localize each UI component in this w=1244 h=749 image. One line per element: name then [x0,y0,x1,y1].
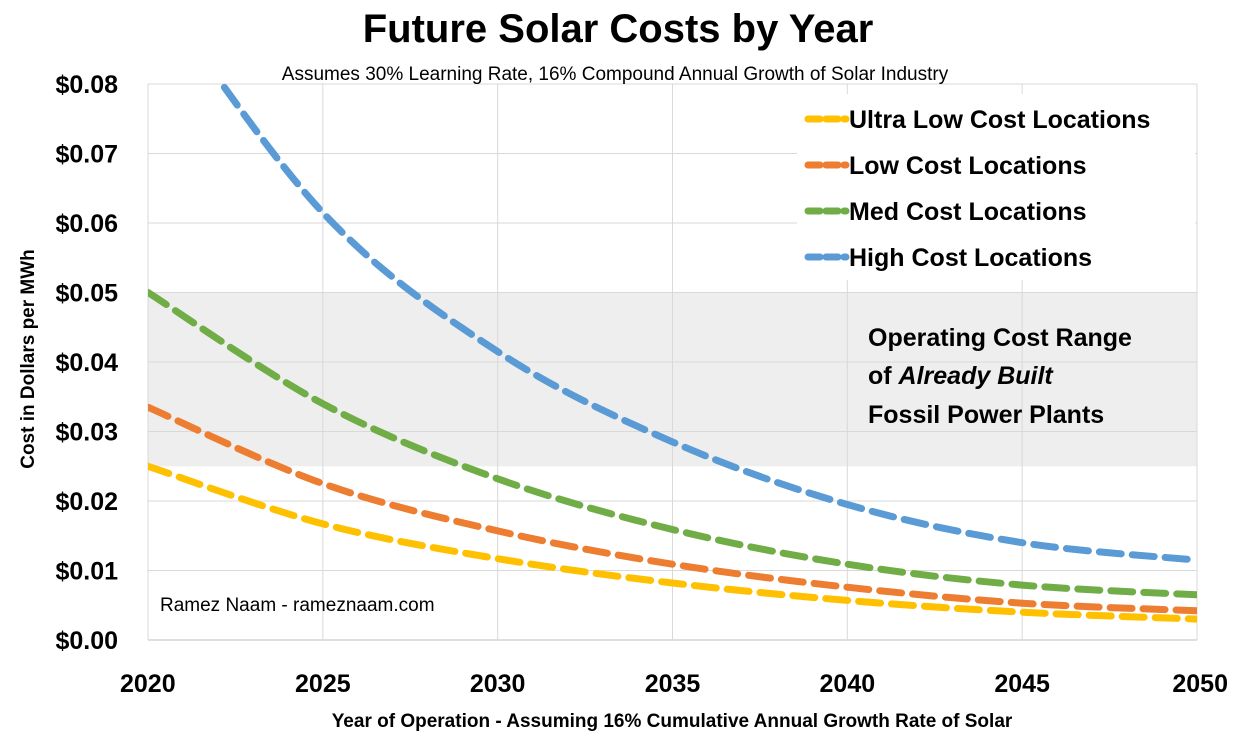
x-tick-label: 2020 [120,670,176,698]
x-tick-label: 2045 [994,670,1050,698]
y-tick-label: $0.06 [55,210,118,238]
y-tick-label: $0.02 [55,488,118,516]
y-tick-label: $0.00 [55,627,118,655]
series-line-2 [148,403,1197,615]
band-label-line-3: Fossil Power Plants [868,401,1104,429]
legend-label: Ultra Low Cost Locations [849,106,1150,134]
y-tick-label: $0.04 [55,349,118,377]
credit-annotation: Ramez Naam - rameznaam.com [160,595,435,616]
band-label-line-2-prefix: of [868,362,899,390]
y-tick-label: $0.03 [55,419,118,447]
x-tick-label: 2040 [820,670,876,698]
x-tick-label: 2025 [295,670,351,698]
series-line-4 [217,84,1197,564]
legend-label: Low Cost Locations [849,152,1087,180]
y-axis-label: Cost in Dollars per MWh [18,249,39,469]
x-tick-label: 2035 [645,670,701,698]
y-tick-label: $0.08 [55,71,118,99]
legend: Ultra Low Cost Locations Low Cost Locatio… [797,94,1195,280]
chart-title: Future Solar Costs by Year [363,7,874,51]
x-tick-label: 2050 [1172,670,1228,698]
series-line-1 [148,462,1197,623]
y-tick-label: $0.05 [55,280,118,308]
series-group [148,84,1197,623]
band-label: Operating Cost Range of Already Built Fo… [868,324,1132,429]
chart-subtitle: Assumes 30% Learning Rate, 16% Compound … [282,64,949,85]
legend-background [797,94,1195,280]
series-line-3 [148,289,1197,599]
band-label-line-2: of Already Built [868,362,1054,390]
legend-label: Med Cost Locations [849,198,1087,226]
x-axis-label: Year of Operation - Assuming 16% Cumulat… [332,711,1013,732]
band-label-line-2-emphasis: Already Built [898,362,1055,390]
y-tick-label: $0.01 [55,558,118,586]
band-label-line-1: Operating Cost Range [868,324,1132,352]
x-tick-label: 2030 [470,670,526,698]
legend-label: High Cost Locations [849,244,1092,272]
y-tick-label: $0.07 [55,141,118,169]
